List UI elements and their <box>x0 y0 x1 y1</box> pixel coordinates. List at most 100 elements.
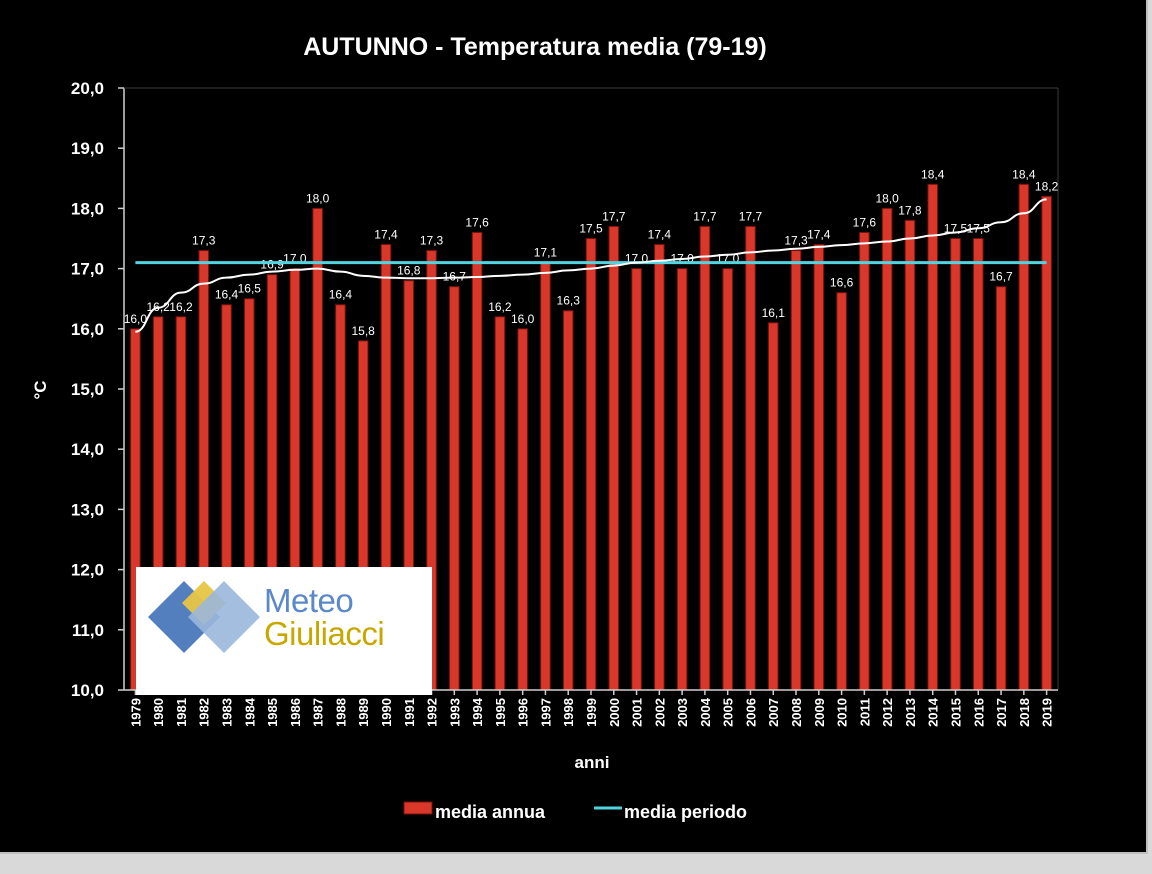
x-tick-label-2007: 2007 <box>766 698 781 727</box>
meteo-giuliacci-logo: Meteo Giuliacci <box>136 567 432 695</box>
x-tick-label-2015: 2015 <box>948 698 963 727</box>
legend-label-media-annua: media annua <box>435 802 546 822</box>
bar-2010 <box>836 292 847 691</box>
data-label-2006: 17,7 <box>739 209 763 223</box>
x-tick-label-1995: 1995 <box>493 698 508 727</box>
data-label-2012: 18,0 <box>875 191 899 205</box>
x-tick-label-1996: 1996 <box>516 698 531 727</box>
data-label-2007: 16,1 <box>762 306 786 320</box>
x-axis: 1979 1980 1981 1982 1983 1984 1985 1986 1987 1988… <box>124 689 1058 727</box>
data-label-1983: 16,4 <box>215 288 239 302</box>
y-axis: 10,0 11,0 12,0 13,0 14,0 15,0 16,0 17,0 18,0 19,0… <box>71 79 1059 700</box>
x-tick-label-2006: 2006 <box>743 698 758 727</box>
data-label-1981: 16,2 <box>169 300 193 314</box>
lines-group <box>135 198 1047 333</box>
data-label-1979: 16,0 <box>124 312 148 326</box>
data-label-2008: 17,3 <box>784 234 808 248</box>
x-tick-label-1992: 1992 <box>425 698 440 727</box>
y-tick-label: 16,0 <box>71 320 104 339</box>
y-tick-label: 15,0 <box>71 380 104 399</box>
x-tick-label-1984: 1984 <box>242 697 257 727</box>
data-label-1997: 17,1 <box>534 246 558 260</box>
x-tick-label-2004: 2004 <box>698 697 713 727</box>
chart-title: AUTUNNO - Temperatura media (79-19) <box>303 33 767 61</box>
data-label-2000: 17,7 <box>602 209 626 223</box>
chart-svg: AUTUNNO - Temperatura media (79-19) 10,0… <box>31 33 1059 822</box>
data-label-1987: 18,0 <box>306 191 330 205</box>
y-tick-label: 20,0 <box>71 79 104 98</box>
y-tick-label: 18,0 <box>71 199 104 218</box>
x-tick-label-1993: 1993 <box>447 698 462 727</box>
data-label-2002: 17,4 <box>648 228 672 242</box>
bar-2012 <box>881 207 893 691</box>
x-tick-label-1988: 1988 <box>333 698 348 727</box>
x-tick-label-1999: 1999 <box>584 698 599 727</box>
x-tick-label-1979: 1979 <box>128 698 143 727</box>
data-label-1995: 16,2 <box>488 300 512 314</box>
bar-1996 <box>517 328 528 691</box>
data-label-2014: 18,4 <box>921 167 945 181</box>
x-tick-label-2000: 2000 <box>607 698 622 727</box>
x-tick-label-2001: 2001 <box>630 698 645 727</box>
data-label-2010: 16,6 <box>830 276 854 290</box>
x-tick-label-1998: 1998 <box>561 698 576 727</box>
y-axis-label: °C <box>31 380 50 399</box>
x-tick-label-1986: 1986 <box>288 698 303 727</box>
data-label-2004: 17,7 <box>693 209 717 223</box>
bar-2019 <box>1041 195 1052 691</box>
bar-1998 <box>562 310 574 691</box>
data-label-1991: 16,8 <box>397 264 421 278</box>
data-label-1989: 15,8 <box>352 324 376 338</box>
y-tick-label: 13,0 <box>71 500 104 519</box>
trend-line <box>135 198 1047 333</box>
data-label-1984: 16,5 <box>238 282 262 296</box>
x-tick-label-1989: 1989 <box>356 698 371 727</box>
y-tick-label: 12,0 <box>71 561 104 580</box>
bar-2007 <box>767 322 779 691</box>
bars-group <box>130 183 1052 691</box>
bar-2006 <box>745 225 756 691</box>
x-tick-label-2002: 2002 <box>652 698 667 727</box>
x-tick-label-2012: 2012 <box>880 698 895 727</box>
x-tick-label-2008: 2008 <box>789 698 804 727</box>
data-label-2009: 17,4 <box>807 228 831 242</box>
x-tick-label-1991: 1991 <box>402 698 417 727</box>
x-tick-label-1980: 1980 <box>151 698 166 727</box>
y-tick-label: 14,0 <box>71 440 104 459</box>
bar-2000 <box>608 225 620 691</box>
x-tick-label-2016: 2016 <box>971 698 986 727</box>
bar-2009 <box>813 244 825 691</box>
logo-text-giuliacci: Giuliacci <box>264 615 385 652</box>
x-tick-label-1990: 1990 <box>379 698 394 727</box>
legend-swatch-media-annua <box>403 801 433 815</box>
x-tick-label-1985: 1985 <box>265 698 280 727</box>
bar-2016 <box>972 238 984 691</box>
y-tick-label: 10,0 <box>71 681 104 700</box>
bar-2001 <box>631 268 642 691</box>
y-tick-label: 17,0 <box>71 260 104 279</box>
x-tick-label-1987: 1987 <box>311 698 326 727</box>
data-label-1996: 16,0 <box>511 312 535 326</box>
bar-2004 <box>699 225 711 691</box>
bar-1993 <box>449 286 460 691</box>
bar-1994 <box>471 231 483 691</box>
x-tick-label-2010: 2010 <box>835 698 850 727</box>
bar-2013 <box>904 219 916 691</box>
x-axis-label: anni <box>575 753 610 772</box>
bar-2018 <box>1018 183 1030 691</box>
x-tick-label-2018: 2018 <box>1017 698 1032 727</box>
x-tick-label-1983: 1983 <box>220 698 235 727</box>
bar-2008 <box>790 250 802 691</box>
data-label-2011: 17,6 <box>853 215 877 229</box>
y-tick-label: 19,0 <box>71 139 104 158</box>
data-label-2013: 17,8 <box>898 203 922 217</box>
x-tick-label-1982: 1982 <box>197 698 212 727</box>
data-label-1985: 16,9 <box>260 258 284 272</box>
bar-2017 <box>995 286 1007 691</box>
legend: media annua media periodo <box>403 801 747 822</box>
bar-2003 <box>676 268 688 691</box>
x-tick-label-2003: 2003 <box>675 698 690 727</box>
chart-frame: AUTUNNO - Temperatura media (79-19) 10,0… <box>0 0 1148 854</box>
data-label-1998: 16,3 <box>557 294 581 308</box>
data-label-1999: 17,5 <box>579 222 603 236</box>
